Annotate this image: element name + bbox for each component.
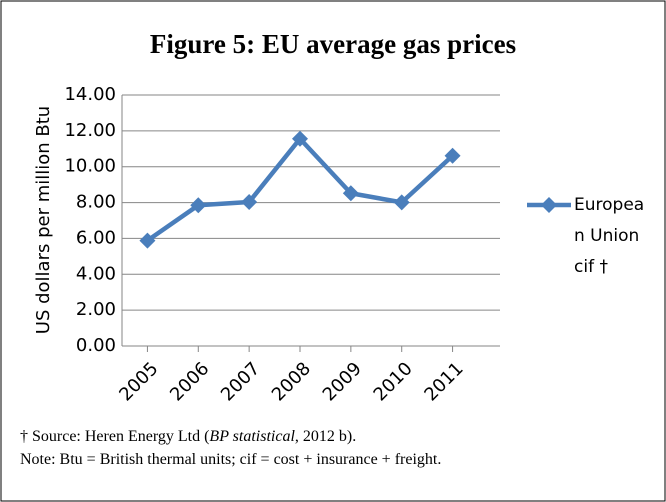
marker [444, 147, 461, 164]
x-tick-label: 2011 [420, 358, 467, 405]
note: Note: Btu = British thermal units; cif =… [20, 451, 442, 468]
y-axis-label: US dollars per million Btu [33, 106, 54, 334]
y-tick-label: 12.00 [64, 120, 116, 141]
y-tick-label: 0.00 [76, 335, 116, 356]
legend-label: European Union cif † [574, 195, 645, 277]
y-tick-label: 2.00 [76, 299, 116, 320]
source-note: † Source: Heren Energy Ltd (BP statistic… [20, 428, 356, 446]
legend-marker [541, 197, 557, 213]
marker [190, 197, 207, 214]
marker [393, 194, 410, 211]
marker [342, 185, 359, 202]
series-line [146, 136, 455, 243]
x-tick-label: 2006 [166, 358, 213, 405]
chart-title: Figure 5: EU average gas prices [150, 29, 516, 59]
x-tick-label: 2010 [370, 358, 417, 405]
y-tick-label: 10.00 [64, 156, 116, 177]
source-text: , 2012 b). [294, 428, 357, 445]
y-tick-label: 14.00 [64, 84, 116, 105]
marker [292, 130, 308, 147]
x-tick-label: 2005 [115, 358, 162, 405]
source-italic: BP statistical [209, 428, 295, 445]
y-tick-label: 4.00 [76, 263, 116, 284]
x-tick-label: 2009 [319, 358, 366, 405]
y-tick-label: 8.00 [76, 192, 116, 213]
x-tick-label: 2008 [268, 358, 315, 405]
marker [139, 232, 156, 249]
y-tick-label: 6.00 [76, 227, 116, 248]
source-text: † Source: Heren Energy Ltd ( [20, 428, 210, 445]
marker [241, 194, 258, 211]
x-tick-label: 2007 [217, 358, 264, 405]
